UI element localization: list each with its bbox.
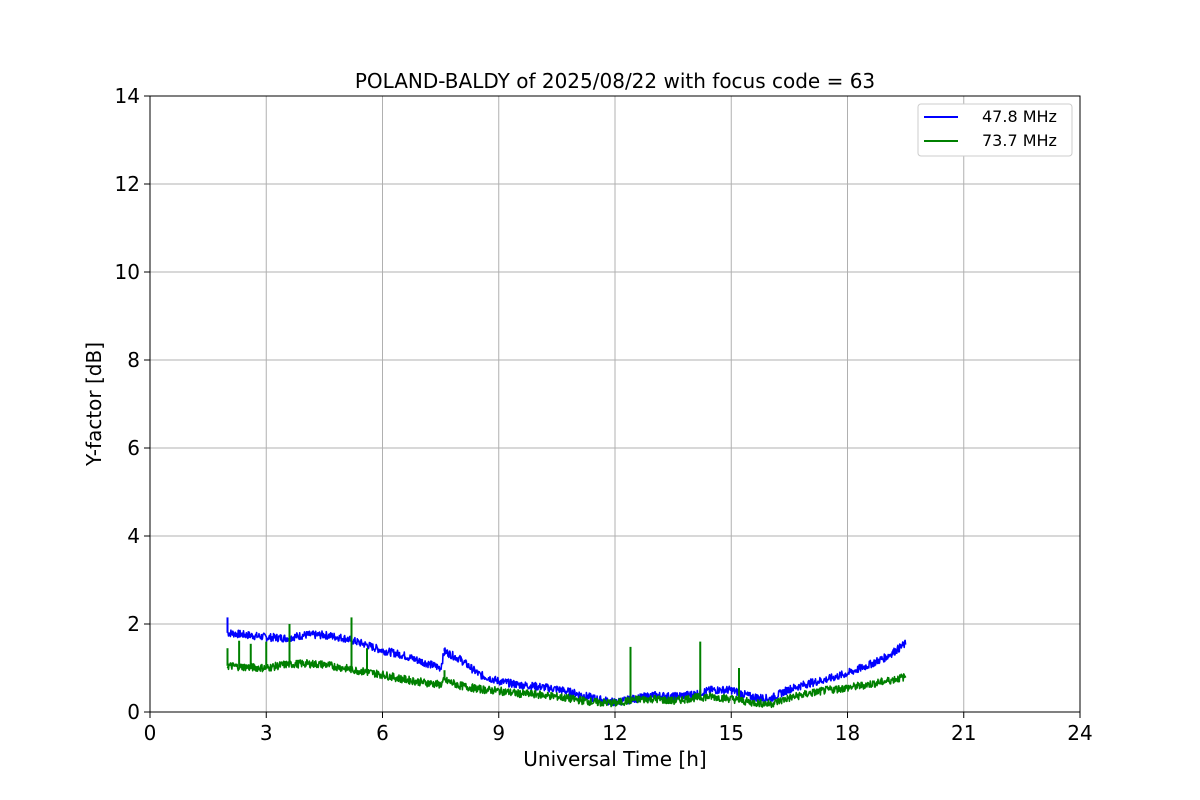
y-axis-label: Y-factor [dB] xyxy=(82,342,106,467)
legend-label-47-8-mhz: 47.8 MHz xyxy=(982,107,1057,126)
series-line-73-7-mhz xyxy=(226,658,907,709)
legend-label-73-7-mhz: 73.7 MHz xyxy=(982,131,1057,150)
x-tick-label: 3 xyxy=(260,721,273,745)
grid xyxy=(149,95,1081,713)
y-tick-label: 4 xyxy=(127,524,140,548)
x-tick-label: 21 xyxy=(951,721,976,745)
y-tick-label: 0 xyxy=(127,700,140,724)
y-tick-label: 10 xyxy=(115,260,140,284)
y-tick-label: 2 xyxy=(127,612,140,636)
x-tick-label: 24 xyxy=(1067,721,1092,745)
series-line-47-8-mhz xyxy=(226,629,907,707)
x-tick-label: 18 xyxy=(835,721,860,745)
y-tick-label: 6 xyxy=(127,436,140,460)
chart-title: POLAND-BALDY of 2025/08/22 with focus co… xyxy=(355,69,875,93)
x-tick-label: 9 xyxy=(492,721,505,745)
x-tick-label: 0 xyxy=(144,721,157,745)
legend: 47.8 MHz 73.7 MHz xyxy=(917,103,1073,157)
x-tick-label: 6 xyxy=(376,721,389,745)
y-tick-label: 8 xyxy=(127,348,140,372)
x-axis-label: Universal Time [h] xyxy=(523,747,706,771)
series-lines xyxy=(226,617,907,709)
y-tick-label: 14 xyxy=(115,84,140,108)
x-tick-label: 15 xyxy=(719,721,744,745)
y-tick-label: 12 xyxy=(115,172,140,196)
x-tick-label: 12 xyxy=(602,721,627,745)
